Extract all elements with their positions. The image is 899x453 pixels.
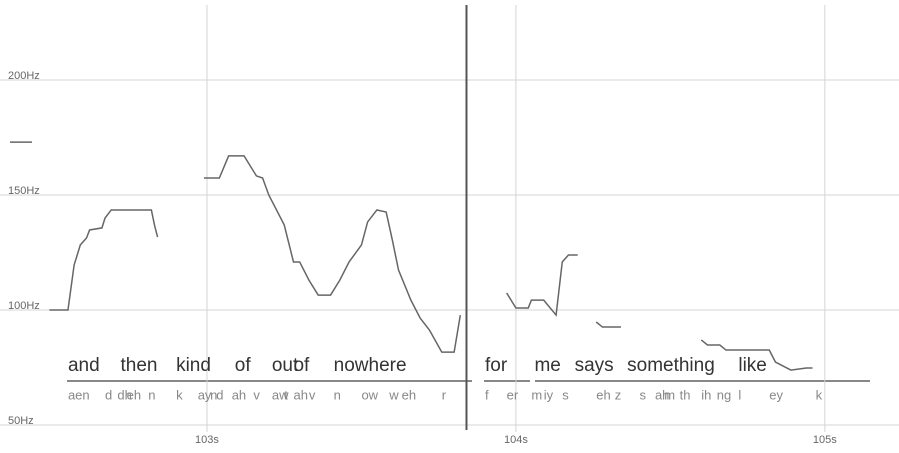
x-tick-label: 105s [813,434,837,446]
phoneme: n [148,387,155,402]
word: nowhere [334,355,407,376]
phoneme: t [284,387,288,402]
word: of [235,355,252,376]
phoneme: ey [769,387,783,402]
phoneme: dh [117,387,131,402]
pitch-line [49,155,813,371]
y-tick-label: 200Hz [8,70,40,82]
phoneme: th [680,387,691,402]
phoneme: v [253,387,260,402]
phoneme: ah [232,387,246,402]
word: like [738,355,767,376]
y-tick-label: 50Hz [8,415,34,427]
phoneme: ih [701,387,711,402]
word: something [627,355,715,376]
phoneme: n [334,387,341,402]
phoneme: l [738,387,741,402]
phoneme: iy [544,387,554,402]
phoneme: eh [127,387,141,402]
phoneme: ow [361,387,378,402]
word: out [272,355,299,376]
word: then [120,355,157,376]
word: says [575,355,614,376]
y-tick-label: 150Hz [8,185,40,197]
phoneme: ah [655,387,669,402]
phoneme: aw [272,387,289,402]
phoneme: s [562,387,569,402]
phoneme: k [176,387,183,402]
phoneme: ay [198,387,212,402]
phoneme: d [105,387,112,402]
phoneme: eh [596,387,610,402]
phoneme: m [664,387,675,402]
phoneme: r [442,387,447,402]
phoneme: ng [717,387,731,402]
word: of [293,355,310,376]
phoneme: z [615,387,622,402]
word: me [534,355,560,376]
phoneme: n [210,387,217,402]
phoneme: eh [402,387,416,402]
phoneme: aen [68,387,90,402]
y-tick-label: 100Hz [8,300,40,312]
phoneme: m [531,387,542,402]
phoneme: ah [293,387,307,402]
phoneme: v [309,387,316,402]
phoneme: er [507,387,519,402]
word: kind [176,355,211,376]
x-tick-label: 104s [504,434,528,446]
phoneme: k [816,387,823,402]
phoneme: f [485,387,489,402]
word: for [485,355,508,376]
phoneme: s [639,387,646,402]
word: and [68,355,100,376]
phoneme: d [216,387,223,402]
x-tick-label: 103s [195,434,219,446]
phoneme: w [388,387,399,402]
